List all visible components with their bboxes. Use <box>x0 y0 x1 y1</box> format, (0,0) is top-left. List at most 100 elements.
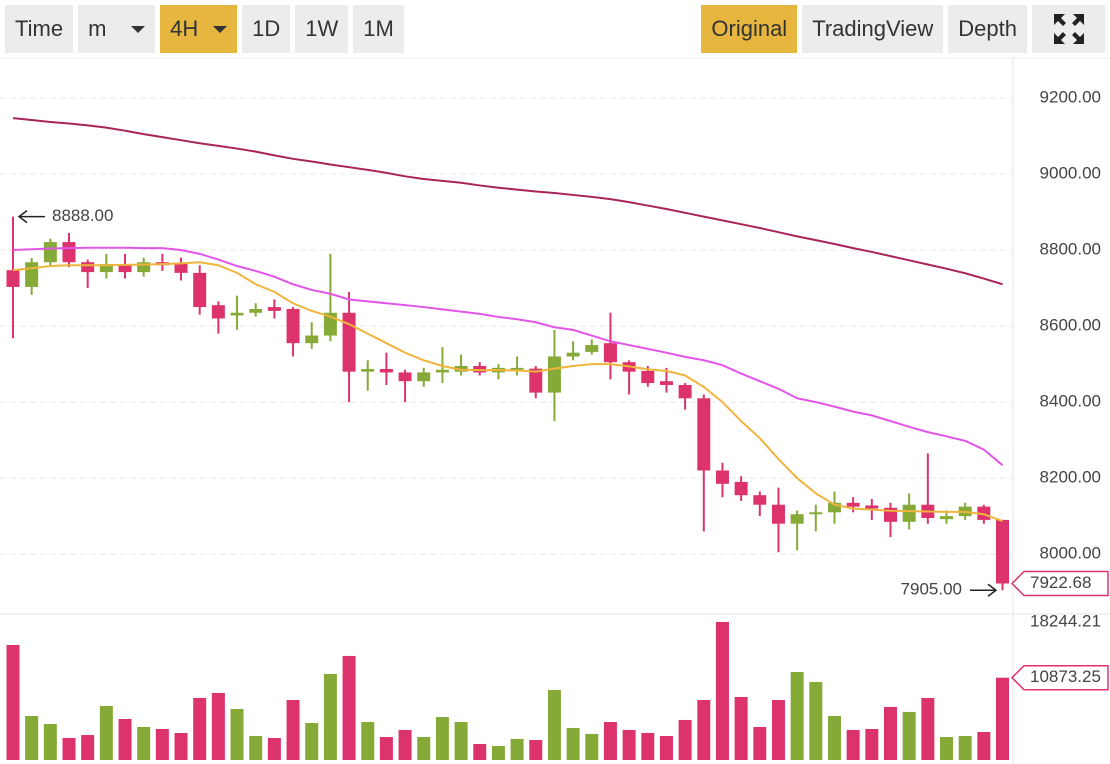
volume-bar <box>155 728 169 760</box>
candle-body <box>715 470 729 484</box>
high-arrow <box>17 210 45 224</box>
candle-body <box>753 495 767 505</box>
candle-body <box>809 512 823 515</box>
fullscreen-button[interactable] <box>1032 5 1105 53</box>
volume-bar <box>734 696 748 760</box>
volume-bar <box>398 729 412 760</box>
candle-body <box>305 335 319 344</box>
volume-bar <box>697 699 711 760</box>
volume-bar <box>6 644 20 760</box>
button-label: 4H <box>170 16 199 41</box>
moving-average-line <box>12 261 1003 522</box>
volume-bar <box>641 732 655 760</box>
button-label: Time <box>15 16 64 41</box>
volume-bar <box>603 722 617 760</box>
candle-body <box>118 264 132 273</box>
candle-body <box>6 270 20 287</box>
candle-body <box>790 514 804 524</box>
volume-bar <box>211 692 225 760</box>
candle-body <box>25 262 39 287</box>
candle-body <box>361 369 375 372</box>
toolbar-button[interactable]: m <box>78 5 156 53</box>
volume-bar <box>846 729 860 760</box>
dropdown-caret <box>213 26 228 33</box>
toolbar-button[interactable]: 4H <box>160 5 238 53</box>
volume-bar <box>827 715 841 760</box>
toolbar-button[interactable]: 1W <box>295 5 349 53</box>
candle-body <box>286 308 300 344</box>
low-label: 7905.00 <box>901 580 962 599</box>
volume-bar <box>118 718 132 760</box>
button-label: Original <box>711 16 788 41</box>
volume-bar <box>342 655 356 760</box>
candle-body <box>174 263 188 273</box>
candle-body <box>771 504 785 524</box>
moving-average-line <box>12 117 1003 286</box>
volume-bar <box>622 729 636 760</box>
volume-bar <box>659 736 673 760</box>
fullscreen-icon <box>1053 14 1084 44</box>
volume-bar <box>547 690 561 760</box>
volume-bar <box>43 723 57 760</box>
candle-body <box>510 367 524 370</box>
y-tick-label: 9000.00 <box>1040 164 1101 183</box>
button-label: 1D <box>252 16 281 41</box>
candle-body <box>678 384 692 399</box>
volume-bar <box>491 746 505 760</box>
candle-body <box>230 312 244 316</box>
candle-body <box>547 356 561 393</box>
candle-body <box>379 369 393 373</box>
toolbar-button[interactable]: TradingView <box>802 5 944 53</box>
volume-bar <box>865 728 879 760</box>
view-group: Original TradingView Depth <box>701 5 1027 53</box>
toolbar-button[interactable]: 1M <box>353 5 404 53</box>
candle-body <box>902 504 916 522</box>
candle-body <box>940 516 953 520</box>
candle-body <box>43 242 57 263</box>
volume-max-label: 18244.21 <box>1030 611 1101 630</box>
button-label: m <box>88 16 107 41</box>
button-label: Depth <box>958 16 1017 41</box>
toolbar-button[interactable]: Depth <box>948 5 1027 53</box>
candle-body <box>62 242 76 263</box>
volume-bar <box>305 722 319 760</box>
volume-bar <box>379 736 393 760</box>
volume-bar <box>902 711 916 760</box>
y-tick-label: 9200.00 <box>1040 87 1101 106</box>
volume-bar <box>25 715 39 760</box>
last-price-label: 7922.68 <box>1030 573 1091 592</box>
toolbar-button[interactable]: 1D <box>242 5 291 53</box>
candle-body <box>342 312 356 372</box>
volume-bar <box>193 697 207 760</box>
candle-body <box>137 262 151 273</box>
volume-bar <box>473 743 487 760</box>
candle-body <box>529 368 543 393</box>
toolbar-button[interactable]: Original <box>701 5 798 53</box>
candle-body <box>585 345 599 352</box>
candle-body <box>435 369 449 373</box>
volume-bar <box>286 699 300 760</box>
volume-bar <box>977 732 991 760</box>
candle-body <box>865 505 879 509</box>
candle-body <box>81 262 95 273</box>
candle-body <box>566 352 580 357</box>
volume-bar <box>435 717 449 760</box>
volume-bar <box>790 671 804 760</box>
volume-bar <box>137 727 151 760</box>
y-tick-label: 8600.00 <box>1040 316 1101 335</box>
candle-body <box>193 272 207 308</box>
volume-bar <box>809 681 823 760</box>
candle-body <box>249 308 263 313</box>
volume-bar <box>529 740 543 760</box>
volume-bar <box>323 673 337 760</box>
volume-bar <box>510 738 524 760</box>
candle-body <box>734 481 748 496</box>
candle-body <box>603 343 617 363</box>
candle-body <box>697 398 711 471</box>
high-label: 8888.00 <box>52 206 113 225</box>
toolbar-button[interactable]: Time <box>5 5 74 53</box>
last-volume-label-box <box>1010 664 1109 691</box>
volume-bar <box>715 621 729 760</box>
button-label: TradingView <box>812 16 934 41</box>
